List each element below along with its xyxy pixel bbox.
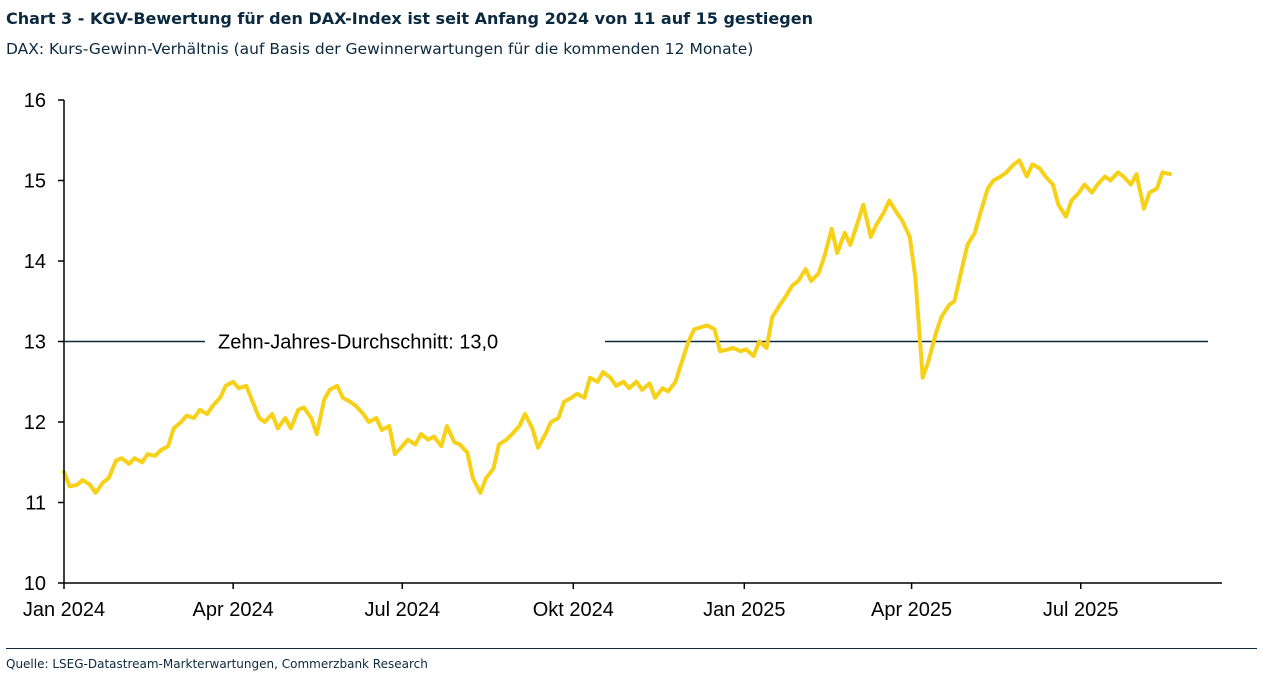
- x-tick-label: Jul 2025: [1043, 599, 1119, 621]
- series-line-kgv: [62, 158, 1172, 495]
- footer-divider: [6, 648, 1257, 649]
- series-group: [62, 158, 1172, 495]
- y-tick-label: 12: [24, 412, 46, 434]
- x-tick-label: Okt 2024: [533, 599, 614, 621]
- axes-group: 10 11 12 13 14 15 16 Jan 2024 Apr 2024 Jul 2024 Ok…: [23, 90, 1222, 621]
- reference-line-label: Zehn-Jahres-Durchschnitt: 13,0: [218, 332, 498, 354]
- reference-line-group: Zehn-Jahres-Durchschnitt: 13,0: [64, 332, 1208, 354]
- x-tick-label: Jan 2025: [703, 599, 785, 621]
- chart-subtitle: DAX: Kurs-Gewinn-Verhältnis (auf Basis d…: [6, 40, 754, 58]
- y-tick-label: 14: [24, 251, 46, 273]
- y-tick-label: 15: [24, 171, 46, 193]
- x-tick-label: Apr 2025: [871, 599, 952, 621]
- x-tick-label: Apr 2024: [193, 599, 274, 621]
- y-tick-label: 16: [24, 90, 46, 112]
- x-tick-label: Jan 2024: [23, 599, 105, 621]
- x-tick-label: Jul 2024: [364, 599, 440, 621]
- chart-title: Chart 3 - KGV-Bewertung für den DAX-Inde…: [6, 9, 813, 28]
- y-tick-label: 13: [24, 332, 46, 354]
- y-tick-label: 10: [24, 573, 46, 595]
- y-tick-label: 11: [25, 493, 46, 515]
- source-note: Quelle: LSEG-Datastream-Markterwartungen…: [6, 657, 428, 671]
